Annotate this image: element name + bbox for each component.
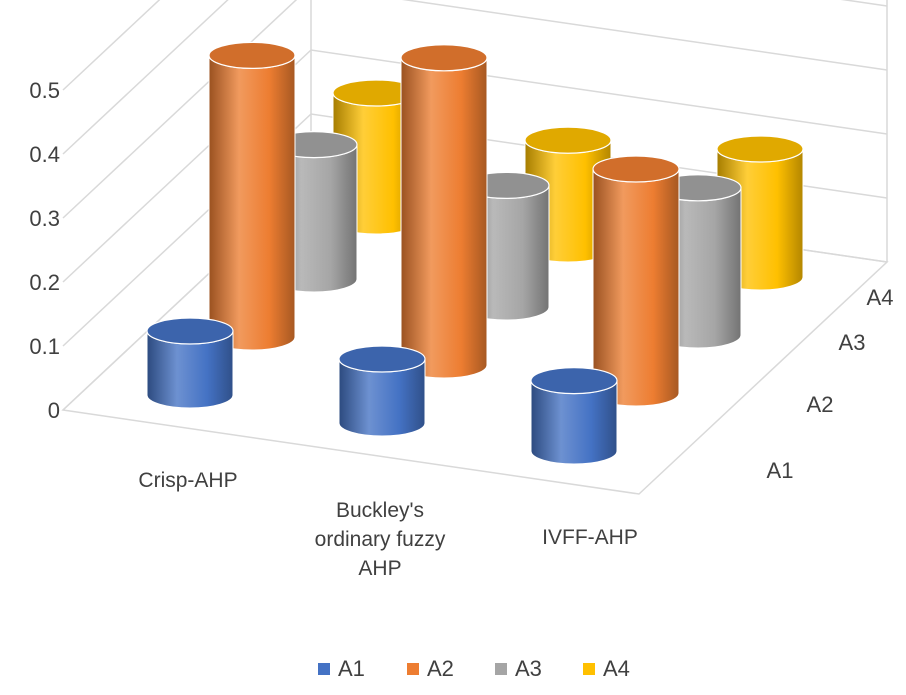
bar-A2-2 bbox=[400, 44, 488, 379]
bar-top bbox=[530, 367, 618, 395]
bar-A2-1 bbox=[208, 41, 296, 351]
bar-side bbox=[400, 57, 488, 379]
gridline bbox=[62, 113, 888, 347]
bar-top bbox=[592, 155, 680, 183]
legend-item-A1: A1 bbox=[318, 656, 365, 681]
legend-label: A3 bbox=[515, 656, 542, 681]
y-tick-label: 0.1 bbox=[29, 334, 60, 359]
bar-top bbox=[146, 317, 234, 345]
series-axis-label: A2 bbox=[807, 392, 834, 417]
gridline bbox=[62, 49, 888, 283]
category-labels: Crisp-AHP Buckley's ordinary fuzzy AHP IVFF-… bbox=[138, 469, 637, 580]
category-label: Buckley's ordinary fuzzy AHP bbox=[315, 499, 446, 580]
bar-A1-1 bbox=[146, 317, 234, 409]
legend-swatch bbox=[318, 663, 330, 675]
bar-top bbox=[208, 41, 296, 70]
y-tick-label: 0 bbox=[48, 398, 60, 423]
y-tick-label: 0.2 bbox=[29, 270, 60, 295]
bar-A1-2 bbox=[338, 345, 426, 437]
bar-A1-3 bbox=[530, 367, 618, 465]
legend-swatch bbox=[495, 663, 507, 675]
legend-label: A4 bbox=[603, 656, 630, 681]
bar-top bbox=[716, 135, 804, 163]
y-axis-ticks: 0 0.1 0.2 0.3 0.4 0.5 bbox=[29, 78, 60, 423]
gridline bbox=[62, 0, 888, 155]
legend-item-A2: A2 bbox=[407, 656, 454, 681]
legend-item-A4: A4 bbox=[583, 656, 630, 681]
gridline bbox=[62, 0, 161, 91]
legend-swatch bbox=[407, 663, 419, 675]
y-tick-label: 0.3 bbox=[29, 206, 60, 231]
y-tick-label: 0.5 bbox=[29, 78, 60, 103]
bars bbox=[146, 41, 804, 465]
series-axis-label: A3 bbox=[839, 330, 866, 355]
bar-A2-3 bbox=[592, 155, 680, 407]
bar-top bbox=[400, 44, 488, 72]
y-tick-label: 0.4 bbox=[29, 142, 60, 167]
series-axis-label: A4 bbox=[867, 285, 894, 310]
series-axis-label: A1 bbox=[767, 458, 794, 483]
bar-top bbox=[338, 345, 426, 373]
gridline bbox=[62, 0, 888, 219]
bar-top bbox=[524, 126, 612, 154]
legend-swatch bbox=[583, 663, 595, 675]
legend-item-A3: A3 bbox=[495, 656, 542, 681]
legend-label: A1 bbox=[338, 656, 365, 681]
bar-side bbox=[592, 168, 680, 407]
category-label: IVFF-AHP bbox=[542, 526, 638, 549]
legend-label: A2 bbox=[427, 656, 454, 681]
category-label: Crisp-AHP bbox=[138, 469, 237, 492]
bar-side bbox=[208, 55, 296, 351]
legend: A1 A2 A3 A4 bbox=[318, 656, 630, 681]
